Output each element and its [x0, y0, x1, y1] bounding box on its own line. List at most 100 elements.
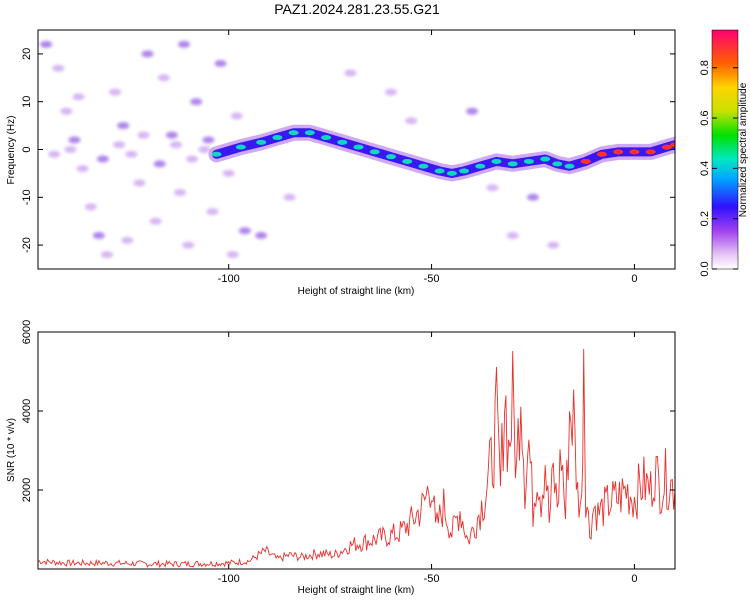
heatmap-noise-blob — [202, 136, 215, 144]
colorbar-ticks: 0.0 0.2 0.4 0.6 0.8 — [699, 60, 738, 277]
heatmap-noise-blob — [72, 93, 85, 101]
ridge-core — [272, 135, 283, 141]
colorbar-tick-label: 0.8 — [699, 60, 711, 75]
heatmap-noise-blob — [165, 131, 178, 139]
colorbar: 0.0 0.2 0.4 0.6 0.8 Normalized spectral ampl… — [699, 29, 749, 277]
colorbar-gradient — [711, 29, 739, 270]
heatmap-noise-blob — [149, 217, 162, 225]
spectrogram-y-label: Frequency (Hz) — [6, 116, 17, 185]
snr-x-label: Height of straight line (km) — [298, 585, 415, 596]
colorbar-tick-label: 0.0 — [699, 261, 711, 276]
ridge-core — [670, 142, 675, 148]
heatmap-noise-blob — [547, 241, 560, 249]
y-tick-label: 6000 — [21, 320, 33, 344]
y-tick-label: 0 — [21, 146, 33, 152]
heatmap-noise-blob — [255, 232, 268, 240]
heatmap-noise-blob — [206, 208, 219, 216]
heatmap-noise-blob — [182, 241, 195, 249]
figure-title: PAZ1.2024.281.23.55.G21 — [274, 1, 440, 17]
heatmap-noise-blob — [121, 236, 134, 244]
y-tick-label: 20 — [21, 48, 33, 60]
heatmap-noise-blob — [68, 136, 81, 144]
ridge-core — [552, 161, 563, 167]
ridge-core — [580, 158, 591, 164]
heatmap-noise-blob — [52, 64, 65, 72]
ridge-core — [459, 168, 470, 174]
ridge-core — [304, 130, 315, 136]
ridge-core — [337, 139, 348, 145]
heatmap-noise-blob — [100, 251, 113, 259]
snr-line — [38, 348, 675, 569]
heatmap-noise-blob — [198, 146, 211, 153]
ridge-core — [369, 149, 380, 155]
heatmap-noise-blob — [117, 122, 130, 130]
ridge-core — [256, 139, 267, 145]
heatmap-noise-blob — [133, 179, 146, 187]
heatmap-noise-blob — [76, 165, 89, 173]
colorbar-label: Normalized spectral amplitude — [738, 82, 749, 217]
ridge-core — [353, 144, 364, 150]
x-tick-label: -50 — [424, 573, 440, 585]
ridge-core — [629, 149, 640, 155]
colorbar-tick-label: 0.4 — [699, 161, 711, 176]
heatmap-noise-blob — [344, 69, 357, 77]
y-tick-label: 4000 — [21, 399, 33, 423]
snr-background — [38, 332, 675, 569]
ridge-core — [564, 163, 575, 169]
heatmap-noise-blob — [169, 141, 182, 149]
heatmap-noise-blob — [153, 160, 166, 168]
heatmap-noise-blob — [405, 117, 418, 125]
ridge-core — [446, 170, 457, 176]
heatmap-noise-blob — [96, 155, 109, 163]
ridge-core — [661, 144, 672, 150]
heatmap-noise-blob — [137, 131, 150, 139]
ridge-core — [491, 158, 502, 164]
heatmap-noise-blob — [506, 232, 519, 240]
snr-y-label: SNR (10 * v/v) — [6, 418, 17, 482]
heatmap-noise-blob — [222, 169, 235, 177]
heatmap-noise-blob — [40, 40, 53, 48]
ridge-core — [475, 163, 486, 169]
heatmap-noise-blob — [48, 150, 61, 158]
heatmap-noise-blob — [486, 184, 499, 192]
snr-frame — [37, 331, 676, 570]
spectrogram-x-label: Height of straight line (km) — [298, 286, 415, 297]
heatmap-noise-blob — [174, 189, 187, 197]
heatmap-noise-blob — [190, 98, 203, 106]
y-tick-label: 10 — [21, 96, 33, 108]
x-tick-label: -100 — [218, 573, 240, 585]
heatmap-noise-blob — [125, 150, 138, 158]
heatmap-ridge-group — [208, 124, 675, 182]
colorbar-tick-label: 0.2 — [699, 211, 711, 226]
heatmap-noise-blob — [109, 88, 122, 96]
x-tick-label: -100 — [218, 273, 240, 285]
y-tick-label: -20 — [21, 237, 33, 253]
heatmap-noise-blob — [113, 141, 126, 149]
heatmap-noise-blob — [157, 74, 170, 82]
snr-x-ticks: -100 -50 0 — [218, 332, 637, 585]
ridge-core — [434, 168, 445, 174]
heatmap-noise-blob — [178, 40, 191, 48]
y-tick-label: 2000 — [21, 478, 33, 502]
ridge-core — [645, 149, 656, 155]
y-tick-label: -10 — [21, 189, 33, 205]
heatmap-noise-blob — [384, 88, 397, 96]
spectrogram-y-ticks: 20 10 0 -10 -20 — [21, 48, 675, 253]
spectrogram-x-ticks: -100 -50 0 — [218, 30, 637, 285]
heatmap-noise-blob — [283, 193, 296, 201]
ridge-core — [211, 151, 222, 157]
ridge-core — [385, 154, 396, 160]
heatmap-noise-blob — [60, 107, 73, 115]
colorbar-tick-label: 0.6 — [699, 110, 711, 125]
heatmap-noise-blob — [226, 251, 239, 259]
heatmap-noise-group — [40, 40, 560, 259]
heatmap-noise-blob — [64, 146, 77, 153]
ridge-core — [507, 161, 518, 167]
heatmap-noise-blob — [186, 155, 199, 163]
x-tick-label: -50 — [424, 273, 440, 285]
ridge-core — [402, 158, 413, 164]
x-tick-label: 0 — [631, 573, 637, 585]
ridge-core — [235, 144, 246, 150]
